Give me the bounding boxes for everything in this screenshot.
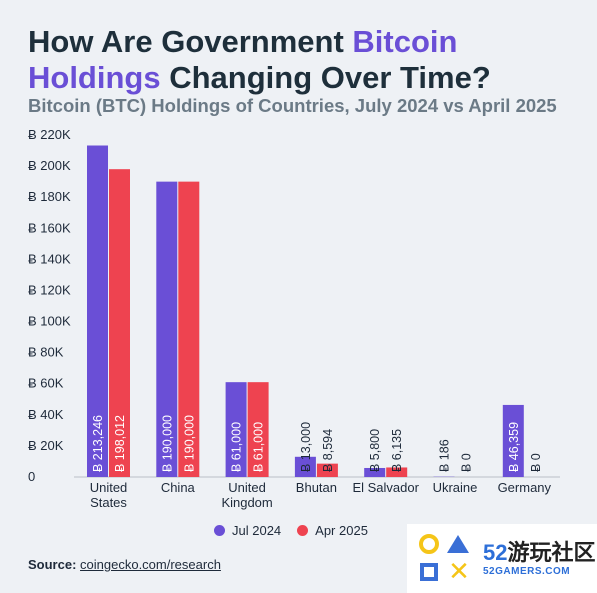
bar-chart: 0 Ƀ 20K Ƀ 40K Ƀ 60K Ƀ 80K Ƀ 100K Ƀ 120K Ƀ 140K Ƀ… bbox=[28, 127, 560, 510]
bar bbox=[156, 181, 178, 478]
bar-data-label: Ƀ 46,359 bbox=[507, 422, 521, 472]
bar-data-label: Ƀ 198,012 bbox=[113, 415, 127, 472]
legend-item-apr-2025: Apr 2025 bbox=[297, 523, 368, 538]
cross-icon: ✕ bbox=[448, 555, 470, 586]
title-part2: Changing Over Time? bbox=[160, 60, 491, 95]
bar-data-label: Ƀ 6,135 bbox=[390, 429, 404, 472]
bar bbox=[87, 145, 108, 478]
bar bbox=[386, 467, 408, 477]
bar bbox=[225, 382, 247, 477]
y-tick-label: Ƀ 100K bbox=[28, 314, 71, 329]
y-tick-label: Ƀ 80K bbox=[28, 345, 64, 360]
source-label: Source: bbox=[28, 557, 77, 572]
bar-data-label: Ƀ 186 bbox=[438, 439, 452, 472]
yellow-circle-icon bbox=[419, 533, 439, 554]
y-tick-label: Ƀ 220K bbox=[28, 127, 71, 142]
watermark-cn: 游玩社区 bbox=[507, 540, 596, 565]
bar bbox=[178, 181, 200, 478]
x-tick-label: United bbox=[90, 480, 128, 495]
watermark-text: 52游玩社区 52GAMERS.COM bbox=[483, 540, 596, 577]
source-link[interactable]: coingecko.com/research bbox=[80, 557, 221, 572]
chart-title: How Are Government Bitcoin Holdings Chang… bbox=[28, 24, 583, 96]
x-tick-label: Germany bbox=[498, 480, 552, 495]
watermark-title: 52游玩社区 bbox=[483, 540, 596, 566]
source-note: Source: coingecko.com/research bbox=[28, 557, 221, 572]
bar-data-label: Ƀ 5,800 bbox=[368, 429, 382, 472]
bar-data-label: Ƀ 61,000 bbox=[252, 422, 266, 472]
watermark-icons: ✕ bbox=[417, 531, 475, 587]
bar-data-label: Ƀ 13,000 bbox=[299, 422, 313, 472]
square-icon bbox=[420, 562, 438, 581]
title-highlight-holdings: Holdings bbox=[28, 60, 161, 95]
y-tick-label: Ƀ 120K bbox=[28, 282, 71, 297]
legend-label-jul-2024: Jul 2024 bbox=[232, 523, 282, 538]
bar-data-label: Ƀ 190,000 bbox=[160, 415, 174, 472]
bar-data-label: Ƀ 61,000 bbox=[230, 422, 244, 472]
x-tick-label: States bbox=[90, 495, 127, 510]
chart-legend: Jul 2024 Apr 2025 bbox=[214, 523, 368, 538]
watermark-logo: ✕ 52游玩社区 52GAMERS.COM bbox=[407, 524, 597, 593]
bar-data-label: Ƀ 8,594 bbox=[321, 429, 335, 472]
bar bbox=[247, 382, 269, 477]
y-tick-label: Ƀ 200K bbox=[28, 158, 71, 173]
title-part1: How Are Government bbox=[28, 24, 353, 59]
bar-data-label: Ƀ 0 bbox=[529, 453, 543, 472]
x-tick-label: United bbox=[228, 480, 266, 495]
bar-data-label: Ƀ 213,246 bbox=[91, 415, 105, 472]
watermark-domain: 52GAMERS.COM bbox=[483, 566, 571, 577]
bar bbox=[109, 169, 130, 478]
bar bbox=[294, 456, 316, 477]
x-tick-label: China bbox=[161, 480, 196, 495]
bar bbox=[364, 467, 386, 477]
y-tick-label: Ƀ 180K bbox=[28, 189, 71, 204]
legend-dot-jul-2024 bbox=[214, 525, 225, 536]
triangle-icon bbox=[447, 534, 469, 553]
x-tick-label: Bhutan bbox=[296, 480, 337, 495]
x-tick-label: Kingdom bbox=[221, 495, 272, 510]
bar bbox=[502, 404, 524, 477]
y-tick-label: Ƀ 60K bbox=[28, 376, 64, 391]
y-tick-label: Ƀ 140K bbox=[28, 251, 71, 266]
bar-data-label: Ƀ 0 bbox=[460, 453, 474, 472]
watermark-number: 52 bbox=[483, 540, 508, 565]
y-tick-label: Ƀ 160K bbox=[28, 220, 71, 235]
legend-item-jul-2024: Jul 2024 bbox=[214, 523, 281, 538]
x-tick-label: Ukraine bbox=[433, 480, 478, 495]
title-highlight-bitcoin: Bitcoin bbox=[352, 24, 458, 59]
legend-dot-apr-2025 bbox=[297, 525, 309, 536]
bar-data-label: Ƀ 190,000 bbox=[182, 415, 196, 472]
y-tick-label: Ƀ 20K bbox=[28, 438, 64, 453]
y-tick-label: 0 bbox=[28, 469, 35, 484]
legend-label-apr-2025: Apr 2025 bbox=[315, 523, 368, 538]
chart-subtitle: Bitcoin (BTC) Holdings of Countries, Jul… bbox=[28, 95, 557, 116]
x-tick-label: El Salvador bbox=[352, 480, 419, 495]
bar bbox=[316, 463, 338, 477]
y-tick-label: Ƀ 40K bbox=[28, 407, 64, 422]
